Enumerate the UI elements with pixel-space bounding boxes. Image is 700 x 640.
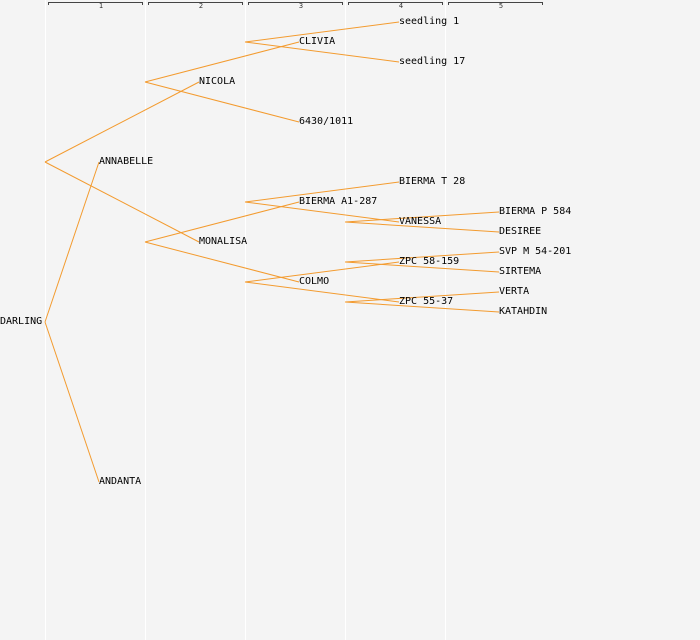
generation-bracket	[248, 2, 343, 5]
edge-darling-annabelle	[44, 161, 100, 323]
generation-bracket	[48, 2, 143, 5]
edge-darling-andanta	[44, 321, 100, 483]
column-divider	[445, 0, 446, 640]
node-desiree[interactable]: DESIREE	[499, 226, 542, 237]
node-6430-1011[interactable]: 6430/1011	[299, 116, 354, 127]
node-katahdin[interactable]: KATAHDIN	[499, 306, 548, 317]
generation-number: 5	[498, 2, 504, 10]
node-andanta[interactable]: ANDANTA	[99, 476, 142, 487]
node-clivia[interactable]: CLIVIA	[299, 36, 336, 47]
edge-bierma_a1-vanessa	[244, 201, 400, 223]
edge-nicola-clivia	[144, 41, 300, 83]
edge-monalisa-colmo	[144, 241, 300, 283]
edge-monalisa-bierma_a1	[144, 201, 300, 243]
edge-zpc55-verta	[344, 291, 500, 303]
column-divider	[145, 0, 146, 640]
edge-zpc58-svp	[344, 251, 500, 263]
edge-bierma_a1-bierma_t28	[244, 181, 400, 203]
node-zpc-55-37[interactable]: ZPC 55-37	[399, 296, 454, 307]
node-seedling-17[interactable]: seedling 17	[399, 56, 466, 67]
generation-number: 3	[298, 2, 304, 10]
node-vanessa[interactable]: VANESSA	[399, 216, 442, 227]
generation-number: 4	[398, 2, 404, 10]
column-divider	[245, 0, 246, 640]
node-monalisa[interactable]: MONALISA	[199, 236, 248, 247]
node-annabelle[interactable]: ANNABELLE	[99, 156, 154, 167]
node-darling[interactable]: DARLING	[0, 316, 43, 327]
edge-colmo-zpc55	[244, 281, 400, 303]
edge-clivia-seedling1	[244, 21, 400, 43]
generation-bracket	[148, 2, 243, 5]
node-bierma-a1-287[interactable]: BIERMA A1-287	[299, 196, 378, 207]
node-colmo[interactable]: COLMO	[299, 276, 330, 287]
node-verta[interactable]: VERTA	[499, 286, 530, 297]
edge-nicola-n6430	[144, 81, 300, 123]
node-seedling-1[interactable]: seedling 1	[399, 16, 460, 27]
edge-zpc55-katahdin	[344, 301, 500, 313]
generation-number: 2	[198, 2, 204, 10]
edge-clivia-seedling17	[244, 41, 400, 63]
generation-number: 1	[98, 2, 104, 10]
node-svp-m-54-201[interactable]: SVP M 54-201	[499, 246, 572, 257]
edge-colmo-zpc58	[244, 261, 400, 283]
generation-bracket	[348, 2, 443, 5]
node-zpc-58-159[interactable]: ZPC 58-159	[399, 256, 460, 267]
column-divider	[345, 0, 346, 640]
edge-zpc58-sirtema	[344, 261, 500, 273]
generation-bracket	[448, 2, 543, 5]
edge-annabelle-monalisa	[44, 161, 200, 243]
edge-vanessa-bierma_p584	[344, 211, 500, 223]
edge-annabelle-nicola	[44, 81, 200, 163]
node-nicola[interactable]: NICOLA	[199, 76, 236, 87]
node-bierma-p-584[interactable]: BIERMA P 584	[499, 206, 572, 217]
node-bierma-t-28[interactable]: BIERMA T 28	[399, 176, 466, 187]
node-sirtema[interactable]: SIRTEMA	[499, 266, 542, 277]
edge-vanessa-desiree	[344, 221, 500, 233]
